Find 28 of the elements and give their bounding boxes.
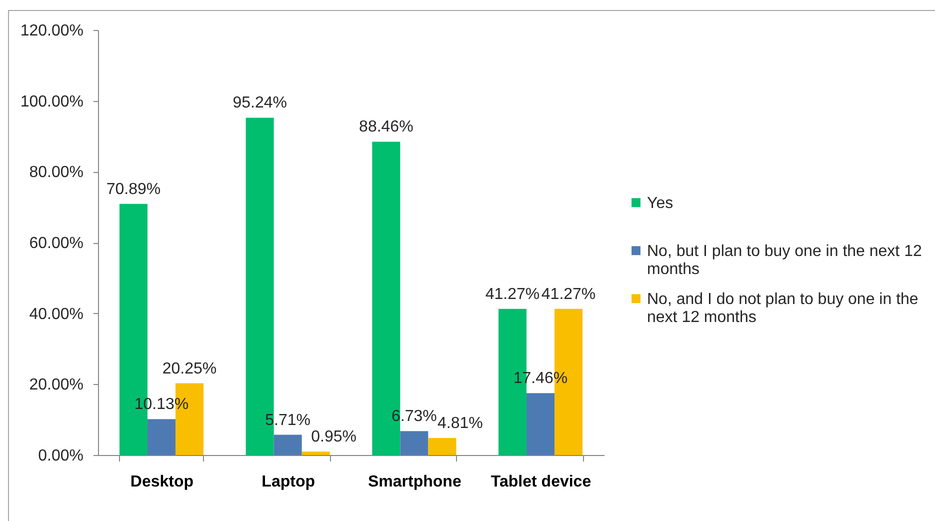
bar <box>400 431 428 455</box>
x-tick-label: Smartphone <box>368 474 462 490</box>
data-label: 70.89% <box>106 180 161 198</box>
bar <box>428 438 456 455</box>
y-tick-label: 60.00% <box>29 235 84 252</box>
data-label: 20.25% <box>162 360 217 378</box>
legend-label: No, and I do not plan to buy one in the next 12 months <box>647 291 918 326</box>
legend-label: Yes <box>647 195 674 212</box>
x-tick-label: Laptop <box>262 474 316 490</box>
bar <box>526 393 555 455</box>
data-label: 95.24% <box>232 94 287 112</box>
x-tick-label: Desktop <box>130 474 194 490</box>
data-label: 41.27% <box>485 286 540 303</box>
y-tick-label: 100.00% <box>20 93 84 110</box>
y-tick-label: 120.00% <box>20 22 84 40</box>
data-label: 88.46% <box>359 118 414 136</box>
legend-label: No, but I plan to buy one in the next 12 months <box>647 243 922 278</box>
y-tick-label: 40.00% <box>29 306 84 323</box>
bar <box>147 419 176 455</box>
y-tick-label: 0.00% <box>38 448 84 464</box>
data-label: 0.95% <box>311 428 357 446</box>
bar <box>302 452 330 455</box>
bar <box>274 434 302 455</box>
x-tick-label: Tablet device <box>490 474 592 490</box>
y-tick-label: 20.00% <box>29 376 84 394</box>
data-label: 41.27% <box>541 286 596 303</box>
y-tick-label: 80.00% <box>29 164 84 182</box>
data-label: 4.81% <box>437 414 483 432</box>
